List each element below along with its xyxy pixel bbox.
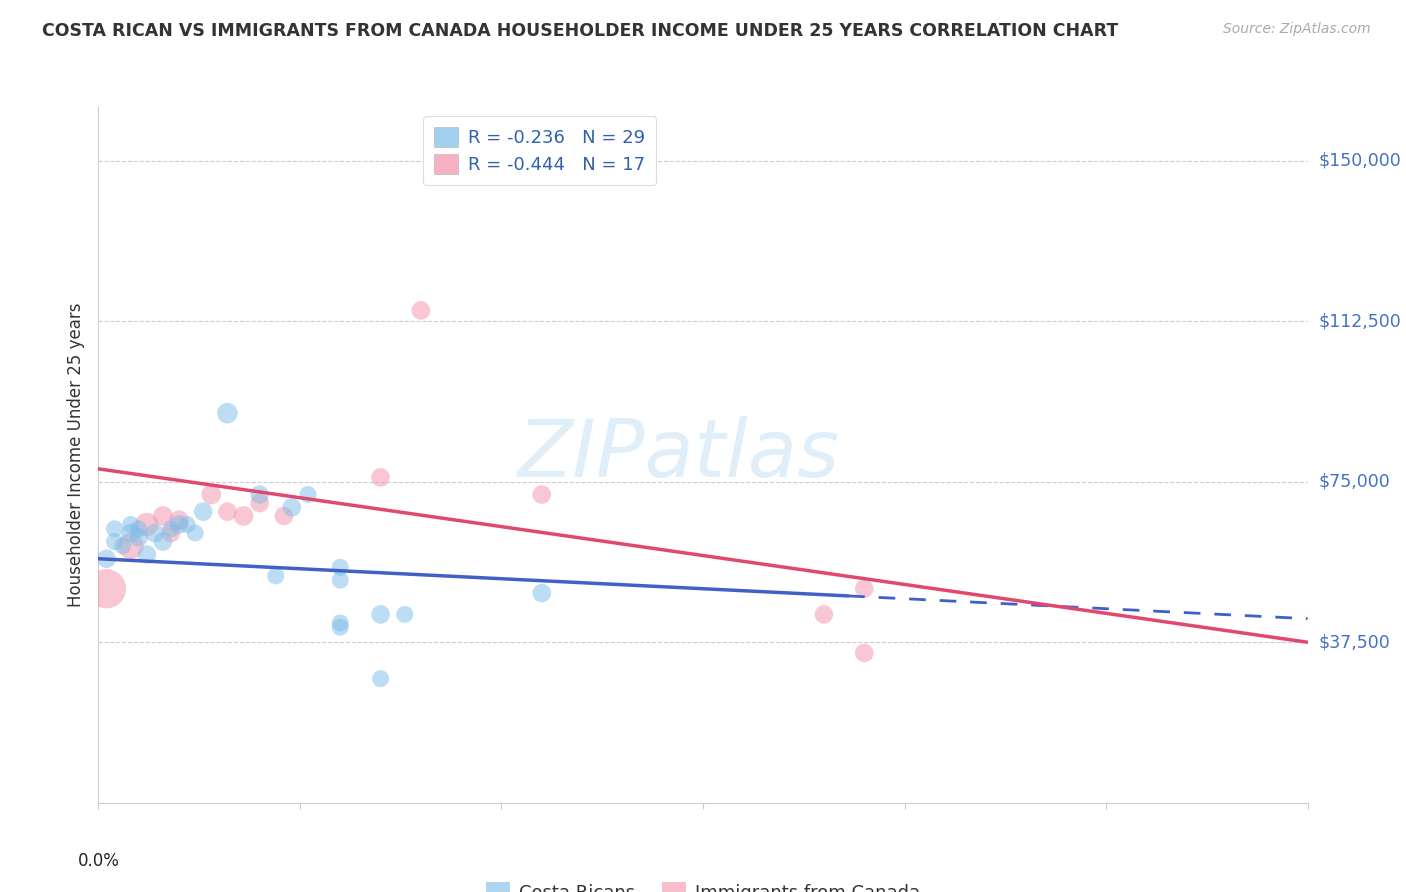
Text: COSTA RICAN VS IMMIGRANTS FROM CANADA HOUSEHOLDER INCOME UNDER 25 YEARS CORRELAT: COSTA RICAN VS IMMIGRANTS FROM CANADA HO… bbox=[42, 22, 1118, 40]
Point bbox=[273, 508, 295, 523]
Point bbox=[135, 517, 157, 532]
Point bbox=[103, 534, 125, 549]
Point bbox=[329, 620, 352, 634]
Text: Source: ZipAtlas.com: Source: ZipAtlas.com bbox=[1223, 22, 1371, 37]
Point bbox=[329, 573, 352, 587]
Point bbox=[530, 487, 553, 501]
Point bbox=[249, 496, 271, 510]
Legend: Costa Ricans, Immigrants from Canada: Costa Ricans, Immigrants from Canada bbox=[479, 874, 927, 892]
Text: 0.0%: 0.0% bbox=[77, 852, 120, 870]
Point bbox=[394, 607, 416, 622]
Point bbox=[200, 487, 222, 501]
Point bbox=[120, 526, 142, 541]
Point bbox=[217, 505, 239, 519]
Point bbox=[370, 607, 392, 622]
Point bbox=[96, 582, 118, 596]
Point bbox=[281, 500, 304, 515]
Point bbox=[160, 526, 183, 541]
Point bbox=[128, 522, 150, 536]
Point bbox=[103, 522, 125, 536]
Point bbox=[143, 526, 166, 541]
Point bbox=[249, 487, 271, 501]
Point bbox=[152, 534, 174, 549]
Point bbox=[135, 548, 157, 562]
Point bbox=[264, 569, 287, 583]
Point bbox=[853, 646, 876, 660]
Point bbox=[370, 470, 392, 484]
Point bbox=[167, 513, 190, 527]
Y-axis label: Householder Income Under 25 years: Householder Income Under 25 years bbox=[66, 302, 84, 607]
Text: $112,500: $112,500 bbox=[1319, 312, 1402, 330]
Point bbox=[232, 508, 254, 523]
Point bbox=[530, 586, 553, 600]
Point bbox=[160, 522, 183, 536]
Point bbox=[167, 517, 190, 532]
Point bbox=[813, 607, 835, 622]
Point bbox=[329, 615, 352, 630]
Text: $75,000: $75,000 bbox=[1319, 473, 1391, 491]
Point bbox=[128, 530, 150, 544]
Point bbox=[370, 672, 392, 686]
Point bbox=[329, 560, 352, 574]
Point bbox=[176, 517, 198, 532]
Point bbox=[409, 303, 432, 318]
Text: ZIPatlas: ZIPatlas bbox=[517, 416, 839, 494]
Point bbox=[184, 526, 207, 541]
Point bbox=[120, 517, 142, 532]
Text: $37,500: $37,500 bbox=[1319, 633, 1391, 651]
Point bbox=[96, 551, 118, 566]
Point bbox=[217, 406, 239, 420]
Point bbox=[193, 505, 215, 519]
Point bbox=[120, 539, 142, 553]
Point bbox=[152, 508, 174, 523]
Point bbox=[853, 582, 876, 596]
Text: $150,000: $150,000 bbox=[1319, 152, 1402, 169]
Point bbox=[297, 487, 319, 501]
Point bbox=[111, 539, 134, 553]
